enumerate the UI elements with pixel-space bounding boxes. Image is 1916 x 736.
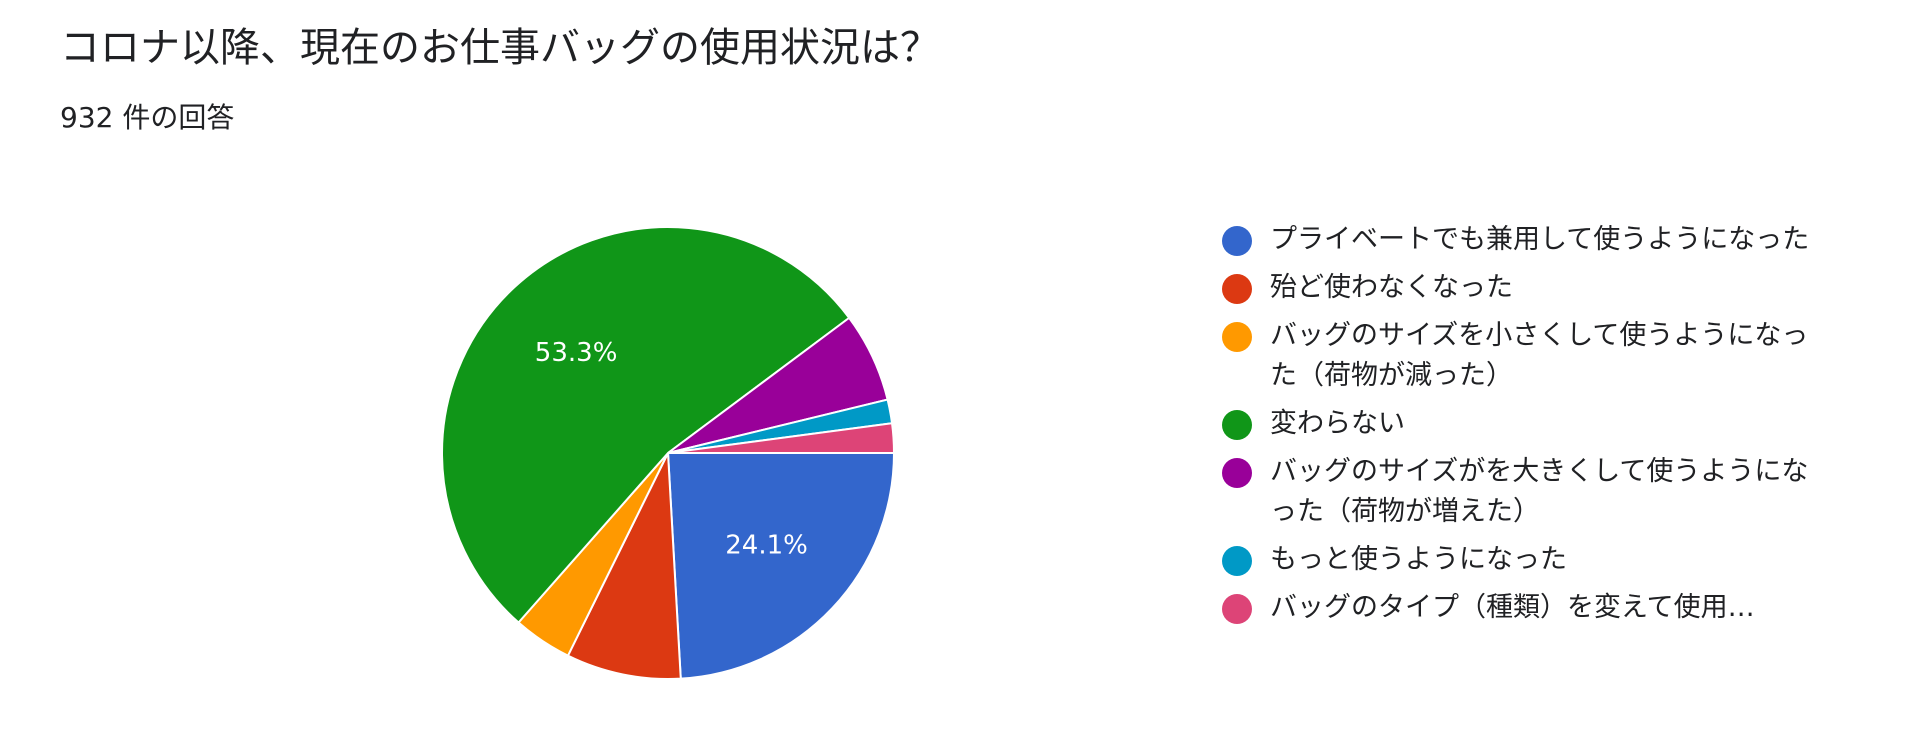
legend: プライベートでも兼用して使うようになった 殆ど使わなくなったバッグのサイズを小さく… — [1222, 220, 1822, 636]
legend-label: バッグのサイズがを大きくして使うようになった（荷物が増えた） — [1270, 456, 1809, 527]
pie-labels: 24.1% 53.3% — [535, 338, 808, 561]
legend-item-0[interactable]: プライベートでも兼用して使うようになった — [1222, 220, 1822, 260]
pie-slice-3[interactable] — [441, 226, 851, 624]
legend-item-5[interactable]: もっと使うようになった — [1222, 540, 1822, 580]
pie-slice-0[interactable] — [666, 452, 896, 680]
legend-swatch-icon — [1222, 594, 1252, 624]
chart-title: コロナ以降、現在のお仕事バッグの使用状況は？ — [60, 25, 940, 71]
legend-label: プライベートでも兼用して使うようになった — [1270, 224, 1810, 255]
legend-label: もっと使うようになった — [1270, 544, 1567, 575]
legend-label: 殆ど使わなくなった — [1270, 272, 1513, 303]
legend-label: 変わらない — [1270, 408, 1405, 439]
pie-slice-1[interactable] — [566, 449, 682, 680]
pie-slices — [441, 226, 896, 680]
pie-slice-6[interactable] — [667, 422, 896, 454]
legend-swatch-icon — [1222, 546, 1252, 576]
legend-label: バッグのサイズを小さくして使うようになった（荷物が減った） — [1270, 320, 1809, 391]
response-count: 932 件の回答 — [60, 101, 235, 134]
pie-data-label-0: 24.1% — [725, 531, 808, 561]
legend-item-2[interactable]: バッグのサイズを小さくして使うようになった（荷物が減った） — [1222, 316, 1822, 396]
legend-item-6[interactable]: バッグのタイプ（種類）を変えて使用… — [1222, 588, 1822, 628]
legend-label: バッグのタイプ（種類）を変えて使用… — [1270, 592, 1755, 623]
legend-swatch-icon — [1222, 322, 1252, 352]
legend-swatch-icon — [1222, 274, 1252, 304]
legend-swatch-icon — [1222, 226, 1252, 256]
legend-item-3[interactable]: 変わらない — [1222, 404, 1822, 444]
legend-item-1[interactable]: 殆ど使わなくなった — [1222, 268, 1822, 308]
pie-data-label-3: 53.3% — [535, 338, 618, 368]
legend-item-4[interactable]: バッグのサイズがを大きくして使うようになった（荷物が増えた） — [1222, 452, 1822, 532]
legend-swatch-icon — [1222, 410, 1252, 440]
legend-swatch-icon — [1222, 458, 1252, 488]
